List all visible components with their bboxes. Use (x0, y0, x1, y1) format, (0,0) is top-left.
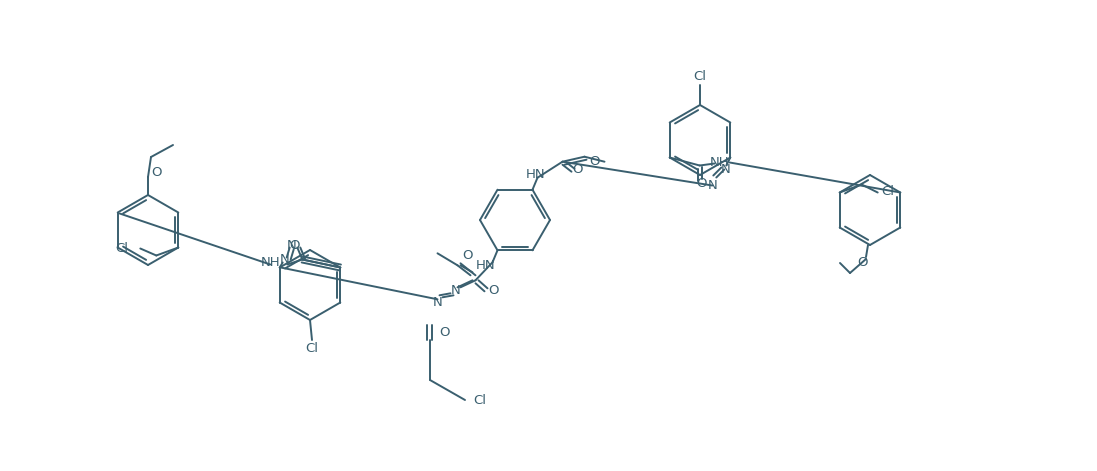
Text: Cl: Cl (474, 393, 486, 406)
Text: N: N (708, 179, 717, 192)
Text: NH: NH (710, 156, 730, 169)
Text: N: N (280, 253, 290, 266)
Text: NH: NH (261, 256, 281, 269)
Text: HN: HN (525, 168, 545, 181)
Text: O: O (290, 239, 299, 252)
Text: Cl: Cl (305, 341, 318, 355)
Text: Cl: Cl (881, 185, 894, 198)
Text: O: O (573, 163, 583, 176)
Text: N: N (721, 163, 731, 176)
Text: Cl: Cl (693, 71, 706, 83)
Text: HN: HN (476, 259, 496, 272)
Text: N: N (286, 239, 296, 252)
Text: O: O (150, 167, 161, 179)
Text: O: O (440, 325, 450, 339)
Text: Cl: Cl (115, 242, 128, 255)
Text: N: N (432, 296, 442, 309)
Text: O: O (589, 155, 600, 168)
Text: N: N (451, 284, 461, 297)
Text: O: O (857, 257, 868, 269)
Text: O: O (488, 284, 499, 297)
Text: O: O (462, 249, 473, 262)
Text: O: O (697, 177, 706, 190)
